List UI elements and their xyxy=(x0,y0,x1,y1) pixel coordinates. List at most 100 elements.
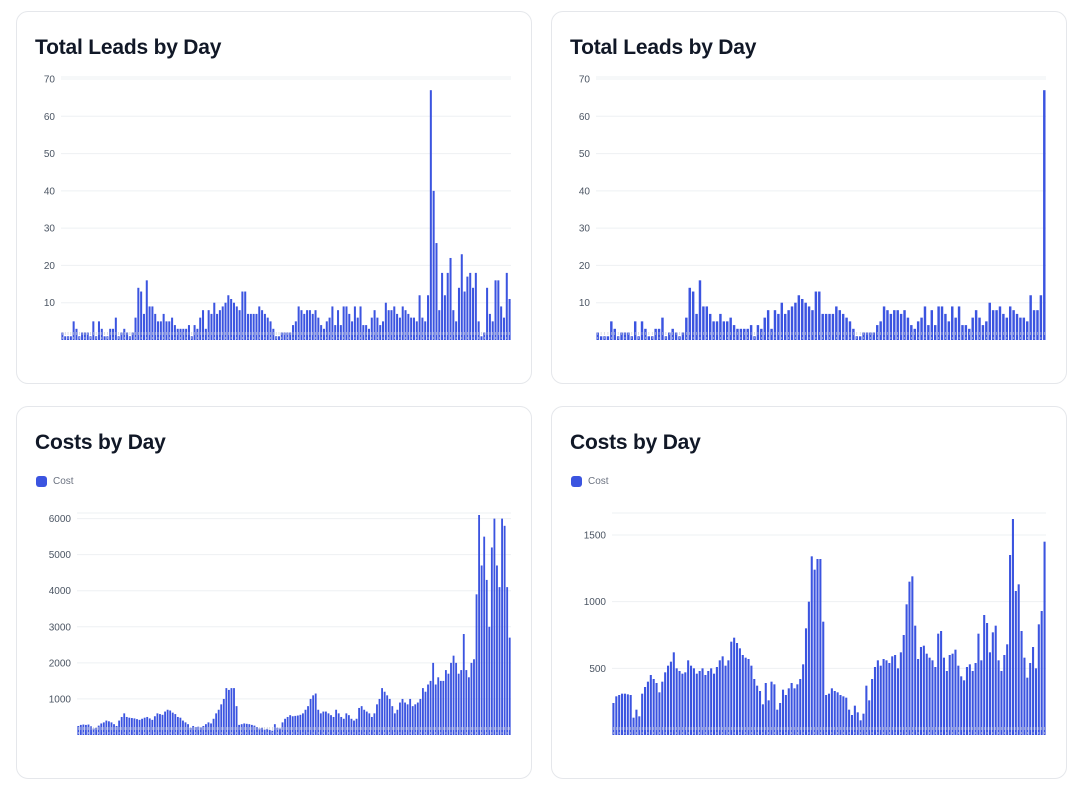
bar[interactable] xyxy=(797,295,801,340)
bar[interactable] xyxy=(914,625,917,735)
bar[interactable] xyxy=(359,306,362,340)
bar[interactable] xyxy=(767,700,770,735)
bar[interactable] xyxy=(833,691,836,735)
bar[interactable] xyxy=(297,306,300,340)
bar[interactable] xyxy=(845,317,848,340)
bar[interactable] xyxy=(690,665,693,735)
bar[interactable] xyxy=(916,321,920,340)
bar[interactable] xyxy=(370,716,373,735)
bar[interactable] xyxy=(893,310,896,340)
bar[interactable] xyxy=(1014,591,1017,735)
bar[interactable] xyxy=(1005,317,1009,340)
bar[interactable] xyxy=(261,310,264,340)
bar[interactable] xyxy=(493,518,496,735)
bar[interactable] xyxy=(1009,555,1012,735)
bar[interactable] xyxy=(443,295,446,340)
bar[interactable] xyxy=(698,280,702,340)
bar[interactable] xyxy=(661,681,664,735)
bar[interactable] xyxy=(81,332,84,340)
bar[interactable] xyxy=(97,321,100,340)
bar[interactable] xyxy=(705,306,709,340)
bar[interactable] xyxy=(418,295,421,340)
bar[interactable] xyxy=(1022,317,1026,340)
bar[interactable] xyxy=(869,332,872,340)
bar[interactable] xyxy=(644,687,647,735)
bar[interactable] xyxy=(199,727,202,735)
bar[interactable] xyxy=(615,696,618,735)
bar[interactable] xyxy=(865,685,868,735)
bar[interactable] xyxy=(848,709,851,735)
bar[interactable] xyxy=(995,310,998,340)
bar[interactable] xyxy=(1029,663,1032,735)
bar[interactable] xyxy=(733,637,736,735)
bar[interactable] xyxy=(269,321,272,340)
bar[interactable] xyxy=(244,291,247,340)
bar[interactable] xyxy=(365,711,368,735)
bar[interactable] xyxy=(920,317,923,340)
bar[interactable] xyxy=(258,728,261,735)
bar[interactable] xyxy=(355,718,358,735)
bar[interactable] xyxy=(294,715,297,735)
bar[interactable] xyxy=(988,302,991,340)
bar[interactable] xyxy=(255,313,258,340)
bar[interactable] xyxy=(862,713,865,735)
bar[interactable] xyxy=(712,321,715,340)
bar[interactable] xyxy=(322,711,325,735)
bar[interactable] xyxy=(432,662,435,735)
bar[interactable] xyxy=(1034,668,1037,735)
bar[interactable] xyxy=(726,321,729,340)
bar[interactable] xyxy=(620,332,623,340)
bar[interactable] xyxy=(189,727,192,735)
bar[interactable] xyxy=(824,313,828,340)
bar[interactable] xyxy=(773,684,776,735)
bar[interactable] xyxy=(444,670,447,735)
bar[interactable] xyxy=(120,332,123,340)
bar[interactable] xyxy=(225,688,228,735)
bar[interactable] xyxy=(460,670,463,735)
bar[interactable] xyxy=(378,698,381,735)
bar[interactable] xyxy=(348,313,351,340)
bar[interactable] xyxy=(951,306,954,340)
bar[interactable] xyxy=(655,683,658,735)
bar[interactable] xyxy=(169,710,172,735)
bar[interactable] xyxy=(957,665,960,735)
bar[interactable] xyxy=(678,671,681,735)
bar[interactable] xyxy=(1036,310,1039,340)
bar[interactable] xyxy=(1043,541,1046,735)
bar[interactable] xyxy=(123,713,126,735)
bar[interactable] xyxy=(165,321,168,340)
bar[interactable] xyxy=(233,688,235,735)
bar[interactable] xyxy=(783,313,787,340)
bar[interactable] xyxy=(360,706,363,735)
bar[interactable] xyxy=(787,688,790,735)
bar[interactable] xyxy=(373,310,376,340)
bar[interactable] xyxy=(819,559,822,735)
bar[interactable] xyxy=(508,298,511,340)
bar[interactable] xyxy=(721,656,724,735)
bar[interactable] xyxy=(230,298,233,340)
bar[interactable] xyxy=(140,291,143,340)
bar[interactable] xyxy=(449,257,452,340)
bar[interactable] xyxy=(159,714,161,735)
bar[interactable] xyxy=(633,321,637,340)
bar[interactable] xyxy=(632,717,635,735)
bar[interactable] xyxy=(483,536,486,735)
bar[interactable] xyxy=(891,656,894,735)
bar[interactable] xyxy=(166,709,169,735)
bar[interactable] xyxy=(828,313,831,340)
bar[interactable] xyxy=(171,317,174,340)
chart-legend[interactable]: Cost xyxy=(36,476,74,487)
bar[interactable] xyxy=(945,671,948,735)
bar[interactable] xyxy=(838,310,841,340)
bar[interactable] xyxy=(72,321,75,340)
bar[interactable] xyxy=(818,291,821,340)
bar[interactable] xyxy=(937,306,940,340)
bar[interactable] xyxy=(954,649,957,735)
bar[interactable] xyxy=(455,321,458,340)
bar[interactable] xyxy=(447,673,450,735)
bar[interactable] xyxy=(983,615,986,735)
bar[interactable] xyxy=(596,332,599,340)
bar[interactable] xyxy=(886,310,889,340)
bar[interactable] xyxy=(1043,90,1046,340)
bar[interactable] xyxy=(396,709,399,735)
